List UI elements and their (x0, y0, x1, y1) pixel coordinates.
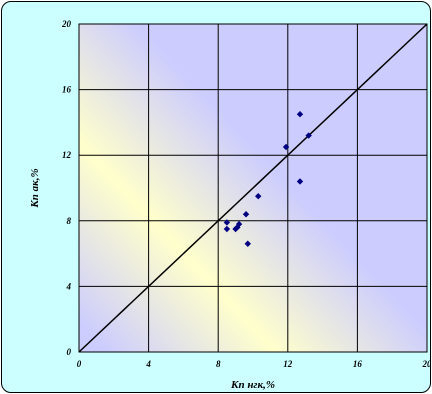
data-point (255, 193, 262, 200)
y-tick-label: 20 (61, 19, 72, 29)
y-tick-label: 0 (67, 347, 72, 357)
x-tick-label: 20 (422, 359, 432, 369)
y-tick-label: 12 (62, 150, 72, 160)
x-axis-title: Кп нгк,% (230, 379, 275, 391)
x-tick-label: 12 (283, 359, 293, 369)
x-tick-label: 4 (145, 359, 151, 369)
y-tick-labels: 0 4 8 12 16 20 (61, 19, 72, 357)
x-tick-label: 16 (353, 359, 363, 369)
data-point (244, 240, 251, 247)
data-points (223, 111, 312, 247)
data-point (282, 143, 290, 151)
x-tick-label: 8 (216, 359, 221, 369)
y-axis-title: Кп ак,% (29, 168, 41, 208)
data-point (223, 219, 231, 226)
data-point (235, 220, 243, 228)
y-tick-label: 8 (67, 216, 72, 226)
y-tick-label: 4 (66, 281, 72, 291)
x-tick-labels: 0 4 8 12 16 20 (77, 359, 432, 369)
data-point (296, 178, 304, 185)
data-point (223, 225, 231, 233)
plot-border (78, 23, 428, 353)
reference-line (78, 23, 428, 353)
x-tick-label: 0 (77, 359, 82, 369)
y-tick-label: 16 (62, 85, 72, 95)
data-point (305, 132, 312, 139)
data-point (242, 211, 250, 218)
data-point (296, 111, 304, 118)
grid-lines (79, 24, 427, 352)
